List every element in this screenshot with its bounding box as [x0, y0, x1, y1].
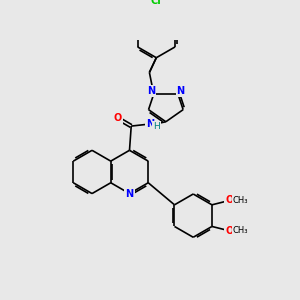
Text: CH₃: CH₃ [233, 226, 248, 235]
Text: O: O [225, 226, 233, 236]
Text: O: O [114, 113, 122, 123]
Text: O: O [225, 196, 233, 206]
Text: N: N [146, 119, 154, 129]
Text: CH₃: CH₃ [233, 196, 248, 205]
Text: H: H [153, 122, 160, 130]
Text: Cl: Cl [151, 0, 162, 6]
Text: N: N [147, 86, 155, 97]
Text: N: N [125, 189, 134, 199]
Text: N: N [176, 86, 184, 97]
